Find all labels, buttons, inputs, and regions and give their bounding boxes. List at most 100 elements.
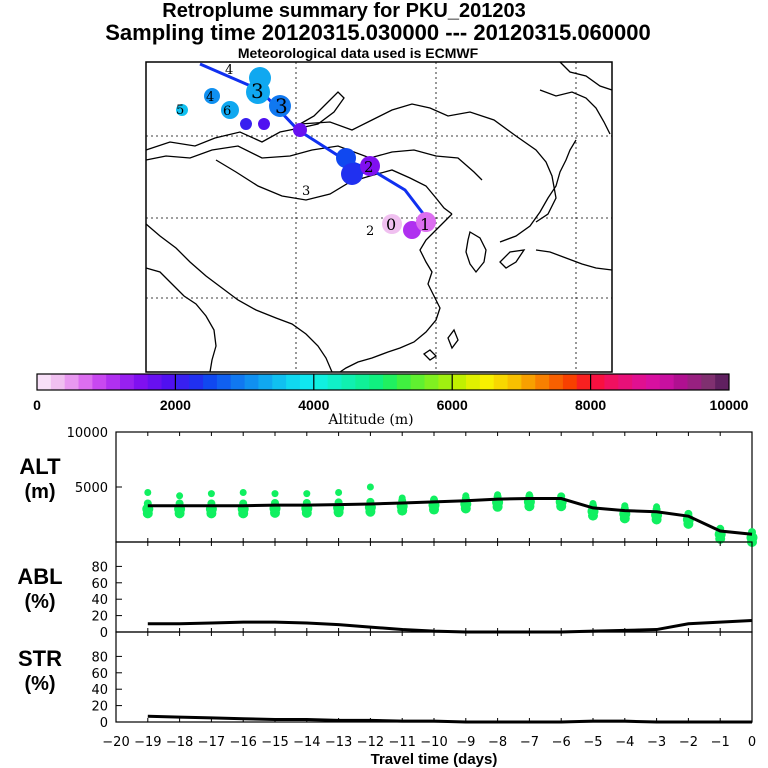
colorbar-segment (216, 374, 232, 390)
x-tick-label: −3 (647, 735, 666, 750)
colorbar-segment (535, 374, 550, 390)
colorbar-segment (369, 374, 384, 390)
plume-circle (403, 221, 421, 239)
colorbar-segment (521, 374, 536, 390)
timeseries-panels: 500010000ALT(m)020406080ABL(%)020406080S… (17, 426, 758, 768)
panel-ylabel: ABL (17, 564, 62, 589)
x-tick-label: −18 (166, 735, 193, 750)
map-graticule (146, 62, 612, 372)
x-tick-label: −12 (357, 735, 384, 750)
y-tick-label: 20 (91, 610, 108, 625)
colorbar-segment (286, 374, 301, 390)
colorbar-segment (479, 374, 495, 390)
colorbar-tick-label: 10000 (710, 397, 749, 413)
x-tick-label: −9 (456, 735, 475, 750)
plume-circle (360, 156, 380, 176)
colorbar-tick-label: 0 (33, 397, 41, 413)
colorbar-segment (313, 374, 329, 390)
colorbar-tick-label: 8000 (575, 397, 606, 413)
panel-alt: 5000 10000 ALT(m) (19, 426, 758, 547)
colorbar-segment (396, 374, 412, 390)
x-tick-label: −4 (615, 735, 634, 750)
x-tick-label: −7 (520, 735, 539, 750)
sampling-time: Sampling time 20120315.030000 --- 201203… (105, 20, 651, 45)
plume-circle (246, 80, 270, 104)
colorbar-segment (590, 374, 605, 390)
colorbar-segment (493, 374, 509, 390)
map-label: 1 (420, 215, 430, 234)
alt-dot (303, 490, 311, 498)
panel-frame (115, 631, 753, 723)
colorbar-segment (410, 374, 426, 390)
x-tick-label: −15 (261, 735, 288, 750)
map-label: 6 (223, 104, 231, 119)
x-tick-label: −20 (102, 735, 129, 750)
plume-circle (382, 214, 402, 234)
colorbar-segment (715, 374, 730, 390)
series-line-abl (147, 619, 753, 634)
y-tick-label: 0 (100, 716, 108, 731)
colorbar-segment (147, 374, 163, 390)
colorbar-segment (438, 374, 453, 390)
series-line-alt (147, 497, 753, 536)
plume-circle (293, 123, 307, 137)
alt-dot (271, 490, 279, 498)
x-tick-label: −1 (711, 735, 730, 750)
map-label: 3 (275, 94, 288, 118)
map-label: 4 (206, 90, 214, 105)
colorbar-segment (549, 374, 564, 390)
map-label: 4 (225, 63, 233, 78)
colorbar-segment (383, 374, 398, 390)
y-tick-label: 80 (91, 560, 108, 575)
map-label: 5 (176, 103, 184, 118)
y-tick-label: 60 (91, 667, 108, 682)
colorbar-segment (466, 374, 481, 390)
panel-ylabel: STR (18, 646, 62, 671)
colorbar-segment (341, 374, 356, 390)
x-tick-label: −11 (388, 735, 415, 750)
colorbar-segment (701, 374, 716, 390)
x-tick-label: −19 (134, 735, 161, 750)
colorbar-segment (133, 374, 149, 390)
plume-circle (336, 148, 356, 168)
x-tick-label: −6 (552, 735, 571, 750)
colorbar-segment (327, 374, 342, 390)
series-line-str (147, 714, 752, 724)
y-tick-label: 40 (91, 593, 108, 608)
map-label: 3 (302, 184, 310, 199)
x-tick-label: −5 (583, 735, 602, 750)
panel-ylabel: ALT (19, 454, 61, 479)
colorbar-segment (645, 374, 661, 390)
colorbar-segment (618, 374, 633, 390)
colorbar-segment (92, 374, 107, 390)
alt-dot (239, 489, 247, 496)
colorbar-segment (106, 374, 121, 390)
met-data-note: Meteorological data used is ECMWF (237, 45, 479, 61)
panel-frame (115, 431, 753, 543)
colorbar-ticks: 0 2000 4000 6000 8000 10000 (33, 397, 749, 413)
x-tick-label: −17 (198, 735, 225, 750)
colorbar-segment (175, 374, 190, 390)
y-tick-label: 10000 (67, 426, 108, 441)
x-tick-label: 0 (748, 735, 756, 750)
colorbar-segment (37, 374, 52, 390)
map-coastlines (145, 61, 613, 373)
colorbar-tick-label: 4000 (298, 397, 329, 413)
colorbar-segment (78, 374, 93, 390)
colorbar (36, 373, 730, 391)
plume-circle (204, 88, 220, 104)
x-tick-label: −2 (679, 735, 698, 750)
x-tick-label: −14 (293, 735, 320, 750)
alt-dot (207, 490, 215, 498)
colorbar-segment (50, 374, 66, 390)
colorbar-segment (230, 374, 246, 390)
colorbar-segment (258, 374, 273, 390)
panel-ylabel-unit: (%) (24, 591, 55, 613)
colorbar-segment (576, 374, 592, 390)
alt-dot (144, 489, 152, 496)
x-tick-label: −8 (488, 735, 507, 750)
alt-dot (176, 492, 184, 500)
